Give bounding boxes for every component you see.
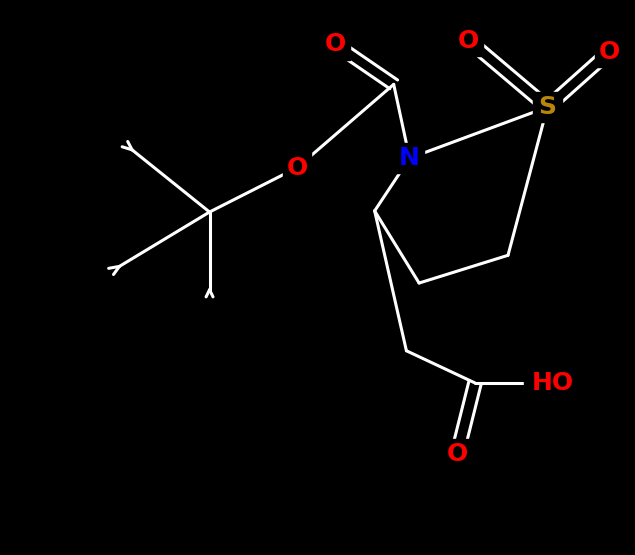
Bar (524, 367, 581, 398)
Text: N: N (399, 146, 420, 170)
Bar (533, 92, 562, 122)
Text: S: S (538, 95, 556, 119)
Text: O: O (446, 442, 468, 466)
Text: O: O (599, 39, 620, 64)
Bar (283, 152, 311, 183)
Bar (395, 143, 424, 173)
Bar (321, 29, 350, 59)
Text: O: O (286, 155, 308, 180)
Bar (596, 36, 624, 67)
Bar (455, 25, 483, 56)
Text: O: O (324, 32, 346, 57)
Text: HO: HO (531, 371, 573, 395)
Text: O: O (458, 28, 479, 53)
Bar (443, 438, 471, 470)
